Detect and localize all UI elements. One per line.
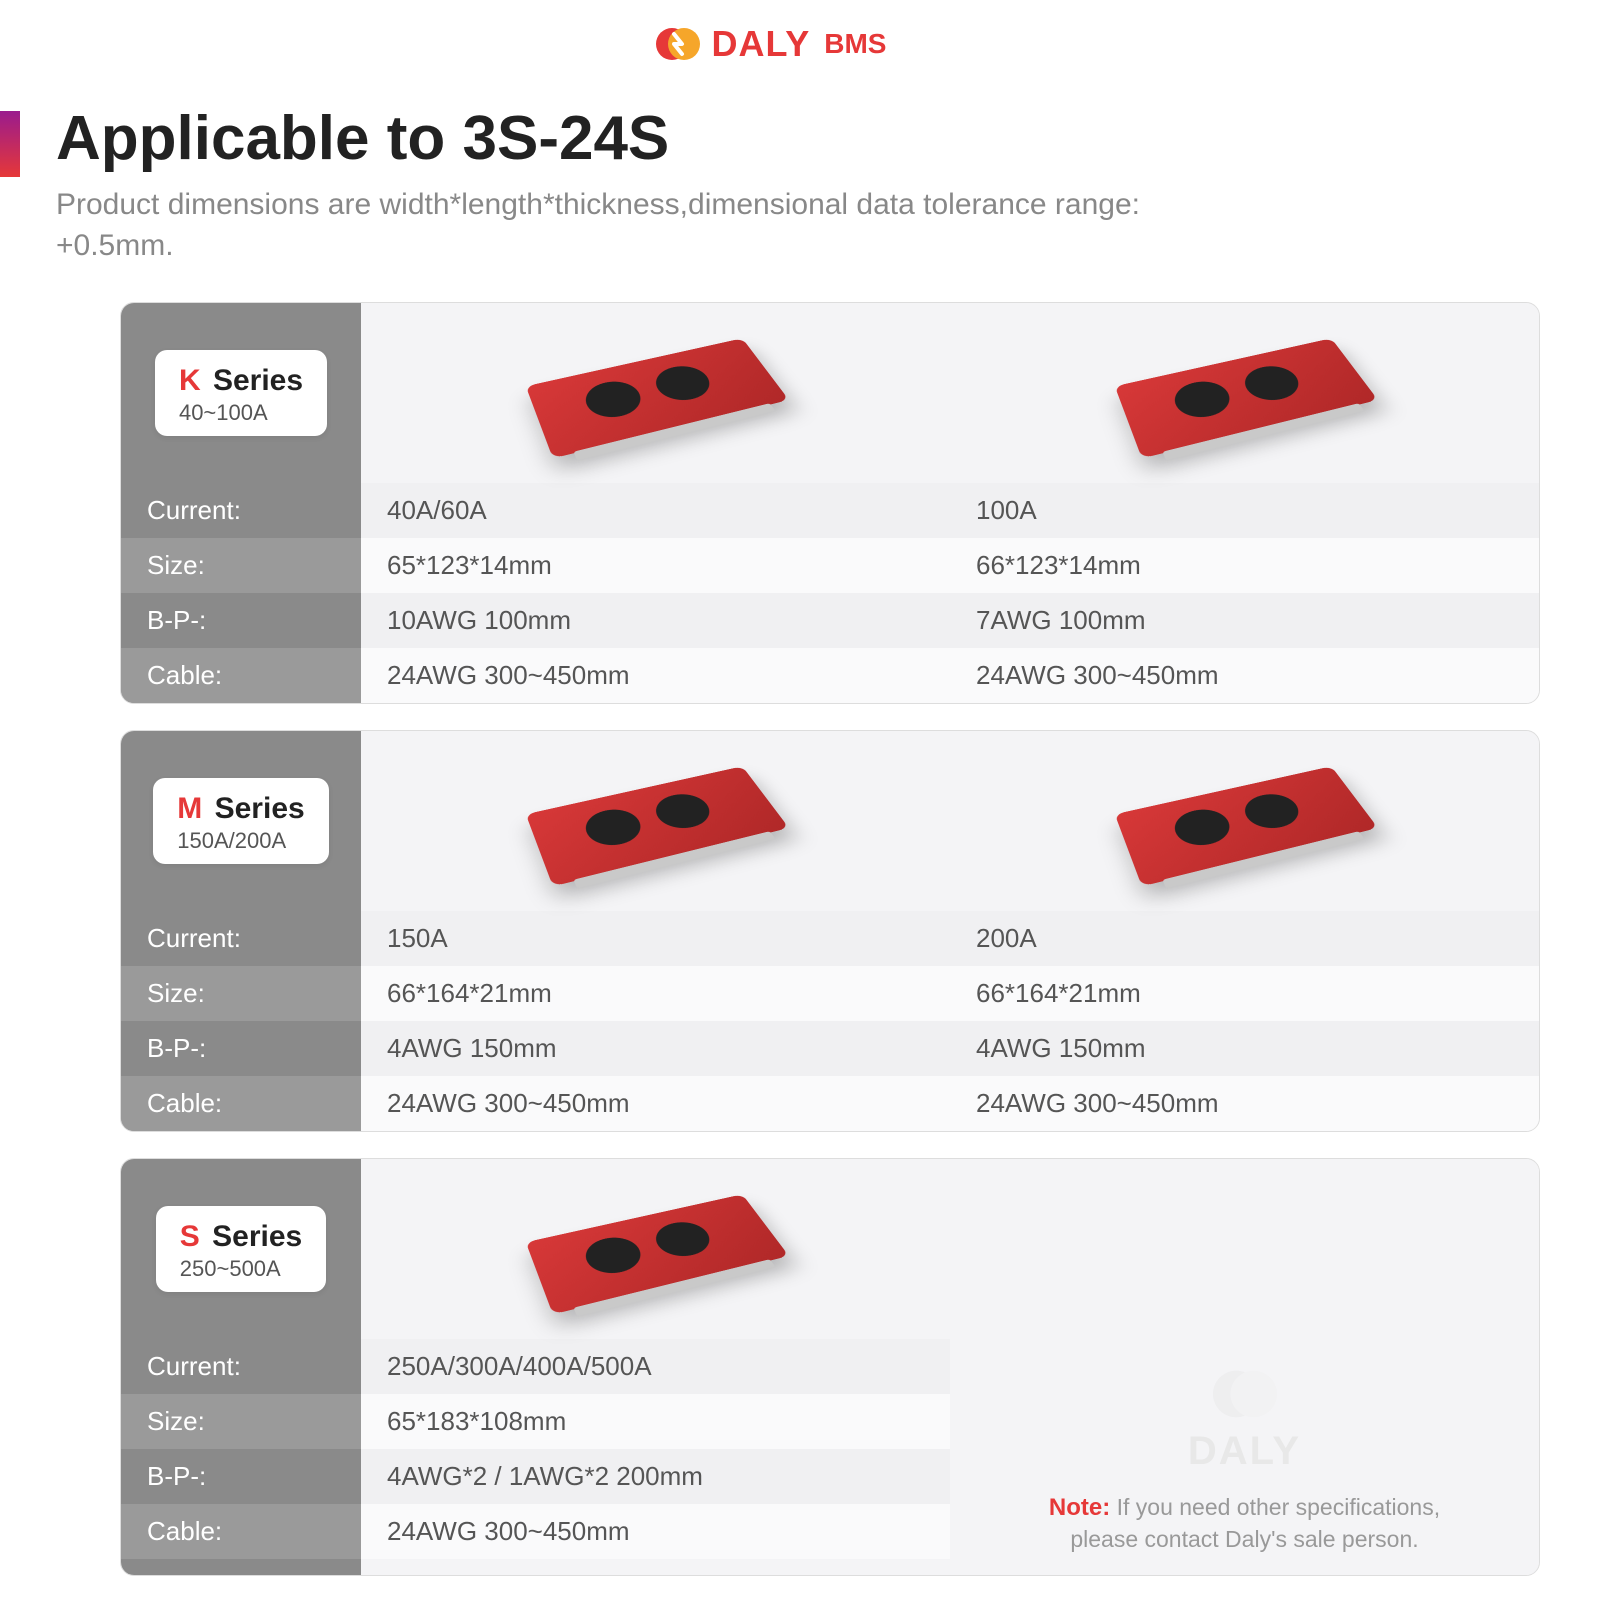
spec-grid: Current:Size:B-P-:Cable:40A/60A65*123*14…: [121, 483, 1539, 703]
spec-value: 24AWG 300~450mm: [361, 1076, 950, 1131]
note-title: Note:: [1049, 1494, 1110, 1521]
spec-value: 7AWG 100mm: [950, 593, 1539, 648]
series-header: K Series 40~100A: [121, 303, 1539, 483]
series-card-s: S Series 250~500A Current:Size:B-P-:Cabl…: [120, 1158, 1540, 1576]
value-column-2: 100A66*123*14mm7AWG 100mm24AWG 300~450mm: [950, 483, 1539, 703]
series-tag: K Series 40~100A: [155, 350, 327, 436]
label-column: Current:Size:B-P-:Cable:: [121, 483, 361, 703]
series-range: 150A/200A: [177, 828, 304, 854]
series-word: Series: [206, 792, 304, 825]
daly-logo-icon: [654, 20, 702, 68]
spec-grid: Current:Size:B-P-:Cable:250A/300A/400A/5…: [121, 1339, 1539, 1575]
spec-value: 100A: [950, 483, 1539, 538]
spec-value: 4AWG 150mm: [361, 1021, 950, 1076]
series-range: 40~100A: [179, 400, 303, 426]
spec-label: Size:: [121, 538, 361, 593]
spec-value: 250A/300A/400A/500A: [361, 1339, 950, 1394]
note-spacer: [950, 1159, 1539, 1339]
series-tag: M Series 150A/200A: [153, 778, 328, 864]
series-tag: S Series 250~500A: [156, 1206, 326, 1292]
watermark-text: DALY: [1188, 1429, 1301, 1474]
product-image: [361, 303, 950, 483]
series-letter: M: [177, 792, 202, 825]
spec-value: 24AWG 300~450mm: [361, 1504, 950, 1559]
product-image: [361, 731, 950, 911]
series-letter: S: [180, 1220, 200, 1253]
spec-value: 66*164*21mm: [950, 966, 1539, 1021]
board-illustration: [1114, 766, 1377, 886]
series-card-k: K Series 40~100A Current:Size:B-P-:Cable…: [120, 302, 1540, 704]
note-text: Note: If you need other specifications, …: [1035, 1492, 1455, 1555]
page-title: Applicable to 3S-24S: [56, 103, 669, 174]
spec-label: Current:: [121, 911, 361, 966]
value-column-2: 200A66*164*21mm4AWG 150mm24AWG 300~450mm: [950, 911, 1539, 1131]
brand-logo: DALY BMS: [654, 20, 887, 68]
spec-value: 65*123*14mm: [361, 538, 950, 593]
series-header: S Series 250~500A: [121, 1159, 1539, 1339]
value-column-1: 250A/300A/400A/500A65*183*108mm4AWG*2 / …: [361, 1339, 950, 1575]
subtitle: Product dimensions are width*length*thic…: [56, 185, 1156, 266]
board-illustration: [525, 1194, 788, 1314]
product-image: [950, 731, 1539, 911]
spec-value: 66*164*21mm: [361, 966, 950, 1021]
series-letter: K: [179, 364, 201, 397]
board-illustration: [525, 766, 788, 886]
spec-value: 24AWG 300~450mm: [361, 648, 950, 703]
spec-value: 24AWG 300~450mm: [950, 648, 1539, 703]
series-tag-cell: S Series 250~500A: [121, 1159, 361, 1339]
label-column: Current:Size:B-P-:Cable:: [121, 911, 361, 1131]
spec-label: Cable:: [121, 1076, 361, 1131]
brand-name: DALY: [712, 23, 811, 65]
value-column-1: 150A66*164*21mm4AWG 150mm24AWG 300~450mm: [361, 911, 950, 1131]
spec-value: 4AWG 150mm: [950, 1021, 1539, 1076]
note-block: DALY Note: If you need other specificati…: [950, 1339, 1539, 1575]
spec-label: Cable:: [121, 1504, 361, 1559]
board-illustration: [525, 338, 788, 458]
series-word: Series: [204, 1220, 302, 1253]
series-card-m: M Series 150A/200A Current:Size:B-P-:Cab…: [120, 730, 1540, 1132]
value-column-1: 40A/60A65*123*14mm10AWG 100mm24AWG 300~4…: [361, 483, 950, 703]
label-column: Current:Size:B-P-:Cable:: [121, 1339, 361, 1575]
spec-label: B-P-:: [121, 1021, 361, 1076]
spec-label: Current:: [121, 483, 361, 538]
series-tag-cell: K Series 40~100A: [121, 303, 361, 483]
series-range: 250~500A: [180, 1256, 302, 1282]
title-row: Applicable to 3S-24S: [0, 103, 1540, 177]
spec-label: Size:: [121, 966, 361, 1021]
product-image: [361, 1159, 950, 1339]
brand-header: DALY BMS: [0, 20, 1540, 73]
accent-bar: [0, 111, 20, 177]
spec-value: 24AWG 300~450mm: [950, 1076, 1539, 1131]
series-tag-cell: M Series 150A/200A: [121, 731, 361, 911]
board-illustration: [1114, 338, 1377, 458]
spec-label: Size:: [121, 1394, 361, 1449]
spec-label: Cable:: [121, 648, 361, 703]
spec-value: 150A: [361, 911, 950, 966]
series-header: M Series 150A/200A: [121, 731, 1539, 911]
product-image: [950, 303, 1539, 483]
spec-value: 66*123*14mm: [950, 538, 1539, 593]
spec-label: B-P-:: [121, 1449, 361, 1504]
spec-value: 4AWG*2 / 1AWG*2 200mm: [361, 1449, 950, 1504]
spec-label: Current:: [121, 1339, 361, 1394]
spec-label: B-P-:: [121, 593, 361, 648]
watermark-logo-icon: [1185, 1359, 1305, 1429]
spec-value: 200A: [950, 911, 1539, 966]
spec-grid: Current:Size:B-P-:Cable:150A66*164*21mm4…: [121, 911, 1539, 1131]
spec-value: 65*183*108mm: [361, 1394, 950, 1449]
brand-sub: BMS: [824, 28, 886, 60]
spec-value: 10AWG 100mm: [361, 593, 950, 648]
series-word: Series: [205, 364, 303, 397]
spec-value: 40A/60A: [361, 483, 950, 538]
